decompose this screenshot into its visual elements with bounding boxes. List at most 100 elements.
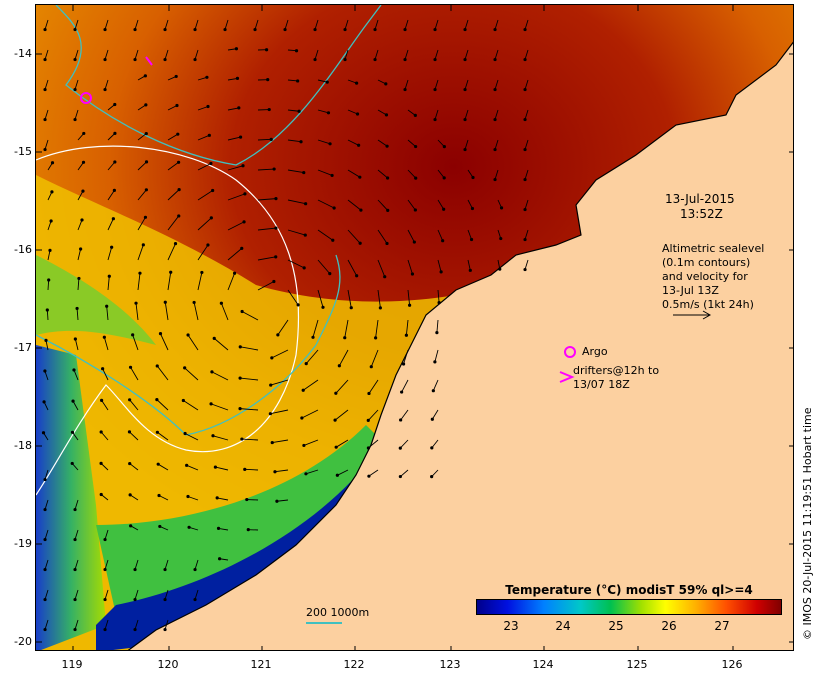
- velocity-arrow: [257, 198, 276, 201]
- velocity-arrow-head: [43, 27, 47, 32]
- velocity-arrow-head: [73, 27, 77, 32]
- velocity-arrow: [407, 139, 416, 147]
- x-tick-label: 122: [343, 658, 365, 671]
- velocity-arrow-head: [469, 237, 474, 242]
- velocity-arrow: [137, 161, 147, 171]
- velocity-arrow: [44, 109, 49, 120]
- velocity-arrow-head: [463, 57, 467, 62]
- velocity-arrow: [257, 138, 272, 141]
- velocity-arrow-head: [207, 133, 211, 137]
- drifters-legend-line: drifters@12h to: [573, 364, 660, 377]
- velocity-arrow-head: [499, 206, 504, 210]
- velocity-arrow-head: [80, 218, 84, 222]
- velocity-arrow: [44, 589, 49, 600]
- velocity-arrow: [157, 431, 169, 441]
- velocity-arrow-head: [186, 333, 190, 337]
- velocity-arrow-head: [206, 104, 210, 109]
- map-panel[interactable]: [35, 4, 794, 651]
- velocity-arrow-head: [111, 217, 115, 221]
- velocity-arrow-head: [144, 160, 149, 164]
- velocity-arrow: [404, 79, 409, 90]
- velocity-arrow: [130, 367, 139, 381]
- velocity-arrow: [211, 371, 229, 381]
- velocity-arrow-head: [385, 176, 390, 180]
- velocity-arrow: [284, 19, 289, 30]
- velocity-arrow: [287, 79, 298, 82]
- velocity-arrows: [41, 19, 529, 632]
- velocity-arrow-head: [143, 215, 148, 219]
- velocity-arrow: [74, 499, 79, 510]
- velocity-arrow-head: [266, 78, 270, 82]
- velocity-arrow-head: [110, 245, 114, 249]
- velocity-arrow-head: [73, 567, 77, 572]
- argo-float-marker: [80, 92, 92, 104]
- colorbar-tick: 27: [714, 619, 730, 633]
- velocity-arrow-head: [193, 27, 197, 32]
- velocity-arrow-head: [276, 333, 280, 337]
- velocity-arrow-head: [523, 207, 527, 212]
- velocity-arrow-head: [43, 369, 47, 373]
- velocity-arrow-head: [433, 87, 437, 92]
- velocity-arrow-head: [73, 117, 77, 122]
- velocity-arrow-head: [193, 567, 197, 572]
- velocity-arrow-head: [155, 398, 159, 402]
- velocity-arrow-head: [70, 461, 74, 466]
- velocity-arrow: [73, 369, 79, 381]
- velocity-arrow-head: [173, 242, 178, 246]
- velocity-arrow: [44, 469, 49, 480]
- velocity-arrow-head: [246, 528, 250, 532]
- velocity-arrow: [77, 278, 80, 291]
- velocity-arrow: [44, 139, 49, 150]
- velocity-arrow: [47, 279, 50, 291]
- velocity-arrow: [184, 367, 199, 381]
- velocity-arrow: [344, 319, 349, 338]
- velocity-arrow: [524, 49, 529, 60]
- velocity-arrow-head: [43, 117, 47, 122]
- velocity-arrow-head: [272, 279, 276, 284]
- velocity-arrow: [220, 303, 229, 321]
- velocity-arrow-head: [275, 499, 279, 503]
- x-tick-label: 126: [721, 658, 743, 671]
- velocity-arrow-head: [357, 143, 361, 147]
- velocity-arrow-head: [386, 208, 390, 212]
- velocity-arrow: [107, 161, 116, 171]
- velocity-arrow: [227, 136, 241, 141]
- velocity-arrow-head: [337, 364, 341, 368]
- velocity-arrow: [464, 79, 469, 90]
- velocity-arrow-head: [45, 308, 49, 312]
- velocity-arrow: [227, 193, 246, 201]
- velocity-arrow: [434, 349, 439, 363]
- velocity-arrow: [407, 169, 417, 179]
- velocity-arrow-head: [209, 216, 213, 220]
- velocity-arrow-head: [493, 117, 497, 122]
- velocity-arrow: [197, 106, 209, 111]
- velocity-arrow-head: [523, 177, 527, 182]
- isobath-scale-line: [306, 622, 342, 624]
- velocity-arrow: [44, 559, 49, 570]
- velocity-arrow: [107, 190, 115, 201]
- velocity-arrow-head: [212, 336, 216, 340]
- velocity-arrow-head: [81, 160, 86, 164]
- velocity-arrow: [227, 165, 244, 171]
- velocity-arrow: [77, 219, 83, 231]
- velocity-arrow: [197, 190, 213, 201]
- velocity-arrow: [302, 379, 319, 391]
- velocity-arrow: [377, 229, 388, 244]
- velocity-arrow: [437, 169, 445, 179]
- isobath-200m-south: [36, 254, 341, 436]
- velocity-arrow-head: [99, 492, 103, 497]
- velocity-arrow-head: [163, 567, 167, 572]
- velocity-arrow: [370, 349, 379, 367]
- velocity-arrow-head: [79, 247, 83, 251]
- velocity-arrow: [335, 379, 349, 394]
- velocity-arrow-head: [144, 131, 148, 136]
- velocity-arrow: [241, 438, 259, 441]
- velocity-arrow-head: [100, 398, 104, 402]
- velocity-arrow: [317, 169, 333, 176]
- velocity-arrow-head: [413, 208, 417, 212]
- velocity-arrow: [107, 247, 113, 261]
- velocity-arrow: [377, 169, 388, 179]
- velocity-arrow-head: [103, 57, 107, 62]
- velocity-arrow-head: [186, 494, 190, 499]
- x-tick-label: 123: [439, 658, 461, 671]
